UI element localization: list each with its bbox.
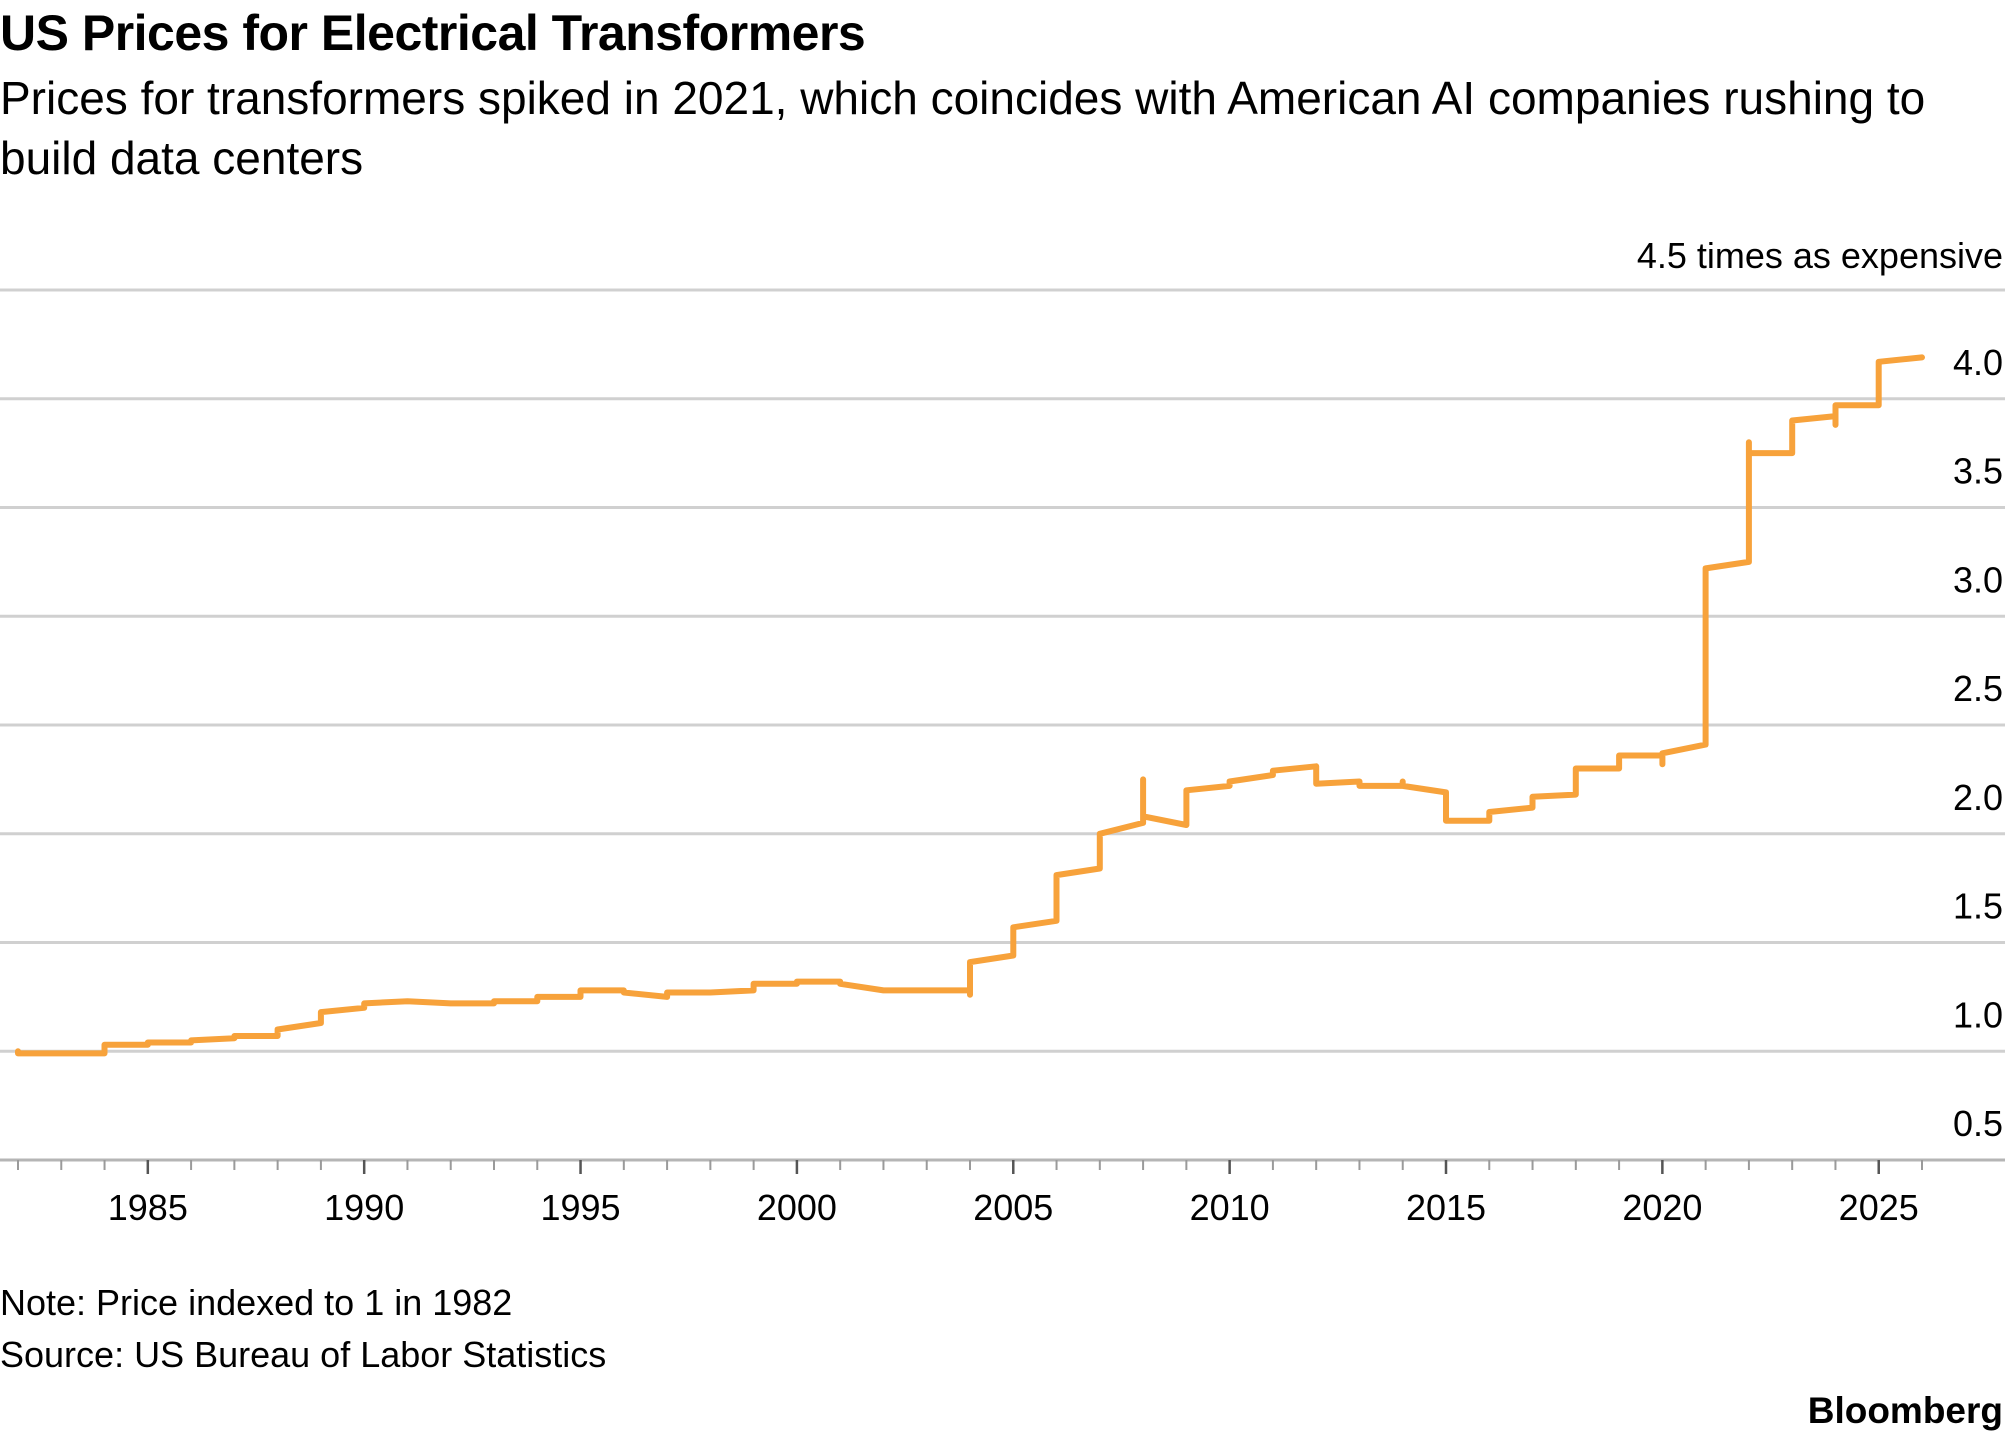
y-tick-label: 4.0 — [1953, 342, 2003, 383]
y-tick-label: 3.5 — [1953, 451, 2003, 492]
x-tick-label: 2015 — [1406, 1187, 1486, 1228]
y-tick-label: 2.5 — [1953, 668, 2003, 709]
x-tick-label: 2010 — [1190, 1187, 1270, 1228]
grid-lines — [0, 288, 2005, 1053]
x-tick-label: 2005 — [973, 1187, 1053, 1228]
x-tick-label: 2020 — [1622, 1187, 1702, 1228]
x-tick-label: 2000 — [757, 1187, 837, 1228]
y-tick-label: 1.0 — [1953, 994, 2003, 1035]
y-tick-label: 2.0 — [1953, 777, 2003, 818]
y-axis-unit-label: 4.5 times as expensive — [1637, 235, 2003, 276]
brand-logo-text: Bloomberg — [1807, 1390, 2003, 1431]
y-tick-label: 3.0 — [1953, 559, 2003, 600]
series-layer — [15, 354, 1925, 1057]
series-line — [15, 354, 1925, 1057]
y-tick-label: 1.5 — [1953, 886, 2003, 927]
x-axis: 1985 1990 1995 2000 2005 2010 2015 2020 2025 — [0, 1158, 2005, 1228]
x-tick-label: 1985 — [108, 1187, 188, 1228]
x-tick-label: 1995 — [540, 1187, 620, 1228]
x-tick-label: 2025 — [1839, 1187, 1919, 1228]
y-tick-label: 0.5 — [1953, 1103, 2003, 1144]
chart-subtitle: Prices for transformers spiked in 2021, … — [0, 72, 1926, 184]
chart-note: Note: Price indexed to 1 in 1982 — [0, 1282, 513, 1323]
line-chart: 4.5 times as expensive 0.5 1.0 1.5 2.0 2.5 3.… — [0, 235, 2005, 1228]
x-tick-label: 1990 — [324, 1187, 404, 1228]
y-tick-labels: 0.5 1.0 1.5 2.0 2.5 3.0 3.5 4.0 — [1953, 342, 2003, 1144]
chart-title: US Prices for Electrical Transformers — [0, 5, 866, 61]
chart-source: Source: US Bureau of Labor Statistics — [0, 1334, 607, 1375]
